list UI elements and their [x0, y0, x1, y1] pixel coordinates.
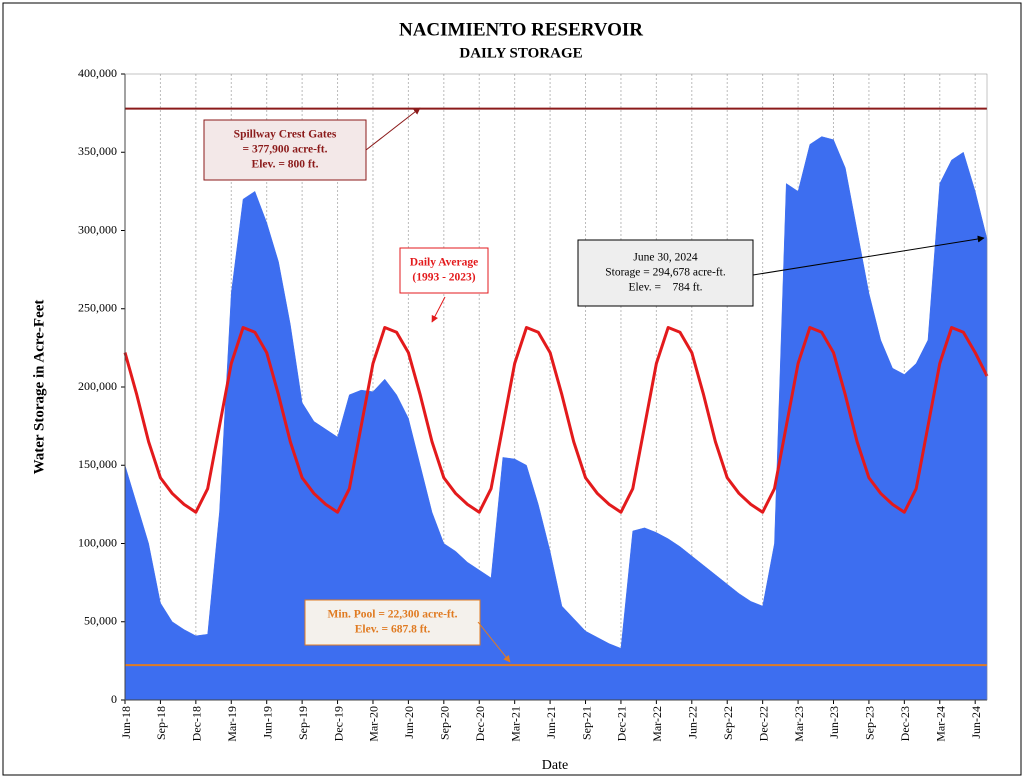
x-tick-label: Jun-23 — [827, 706, 841, 739]
y-axis-label: Water Storage in Acre-Feet — [31, 300, 47, 475]
annotation-arrow — [477, 621, 511, 663]
annotation-text: Spillway Crest Gates — [234, 129, 337, 141]
annotation-box — [304, 599, 481, 646]
annotation-arrow — [431, 296, 446, 323]
y-tick-label: 150,000 — [78, 457, 117, 471]
x-tick-label: Dec-22 — [756, 706, 770, 741]
annotation-box — [577, 239, 754, 307]
y-tick-label: 0 — [111, 692, 117, 706]
chart-title: NACIMIENTO RESERVOIR — [399, 19, 643, 40]
x-tick-label: Sep-22 — [721, 706, 735, 740]
x-tick-label: Dec-23 — [898, 706, 912, 741]
x-tick-label: Dec-21 — [615, 706, 629, 741]
plot-border — [124, 73, 988, 701]
annotation-text: June 30, 2024 — [633, 252, 697, 264]
x-tick-label: Sep-21 — [579, 706, 593, 740]
annotation-text: Storage = 294,678 acre-ft. — [605, 267, 726, 279]
x-tick-label: Sep-23 — [863, 706, 877, 740]
annotation-arrow — [365, 107, 421, 151]
annotation-text: Elev. = 687.8 ft. — [355, 624, 431, 636]
x-tick-label: Mar-19 — [225, 706, 239, 742]
x-tick-label: Sep-18 — [154, 706, 168, 740]
storage-area — [124, 136, 988, 701]
x-tick-label: Mar-20 — [367, 706, 381, 742]
annotation-box — [399, 247, 489, 294]
y-tick-label: 200,000 — [78, 379, 117, 393]
y-tick-label: 50,000 — [84, 614, 117, 628]
x-tick-label: Jun-19 — [260, 706, 274, 739]
x-axis-label: Date — [542, 758, 568, 773]
x-tick-label: Sep-20 — [438, 706, 452, 740]
x-tick-label: Jun-20 — [402, 706, 416, 739]
chart-subtitle: DAILY STORAGE — [459, 45, 582, 61]
annotation-arrow — [752, 235, 985, 276]
annotation-box — [203, 119, 367, 181]
x-tick-label: Dec-18 — [190, 706, 204, 741]
x-tick-label: Jun-21 — [544, 706, 558, 739]
x-tick-label: Jun-18 — [119, 706, 133, 739]
annotation-text: = 377,900 acre-ft. — [243, 144, 328, 156]
x-tick-label: Mar-24 — [934, 706, 948, 742]
y-tick-label: 300,000 — [78, 222, 117, 236]
x-tick-label: Jun-24 — [969, 706, 983, 739]
y-tick-label: 400,000 — [78, 66, 117, 80]
annotation-text: Daily Average — [410, 257, 478, 269]
annotation-text: Elev. = 800 ft. — [252, 159, 319, 171]
x-tick-label: Mar-22 — [650, 706, 664, 742]
annotation-text: Elev. = 784 ft. — [628, 282, 702, 294]
average-line — [123, 326, 989, 514]
x-tick-label: Jun-22 — [686, 706, 700, 739]
x-tick-label: Mar-23 — [792, 706, 806, 742]
x-tick-label: Sep-19 — [296, 706, 310, 740]
x-tick-label: Dec-20 — [473, 706, 487, 741]
y-tick-label: 350,000 — [78, 144, 117, 158]
x-tick-label: Dec-19 — [331, 706, 345, 741]
annotation-text: Min. Pool = 22,300 acre-ft. — [328, 609, 458, 621]
x-tick-label: Mar-21 — [508, 706, 522, 742]
y-tick-label: 100,000 — [78, 535, 117, 549]
y-tick-label: 250,000 — [78, 301, 117, 315]
annotation-text: (1993 - 2023) — [412, 272, 475, 284]
